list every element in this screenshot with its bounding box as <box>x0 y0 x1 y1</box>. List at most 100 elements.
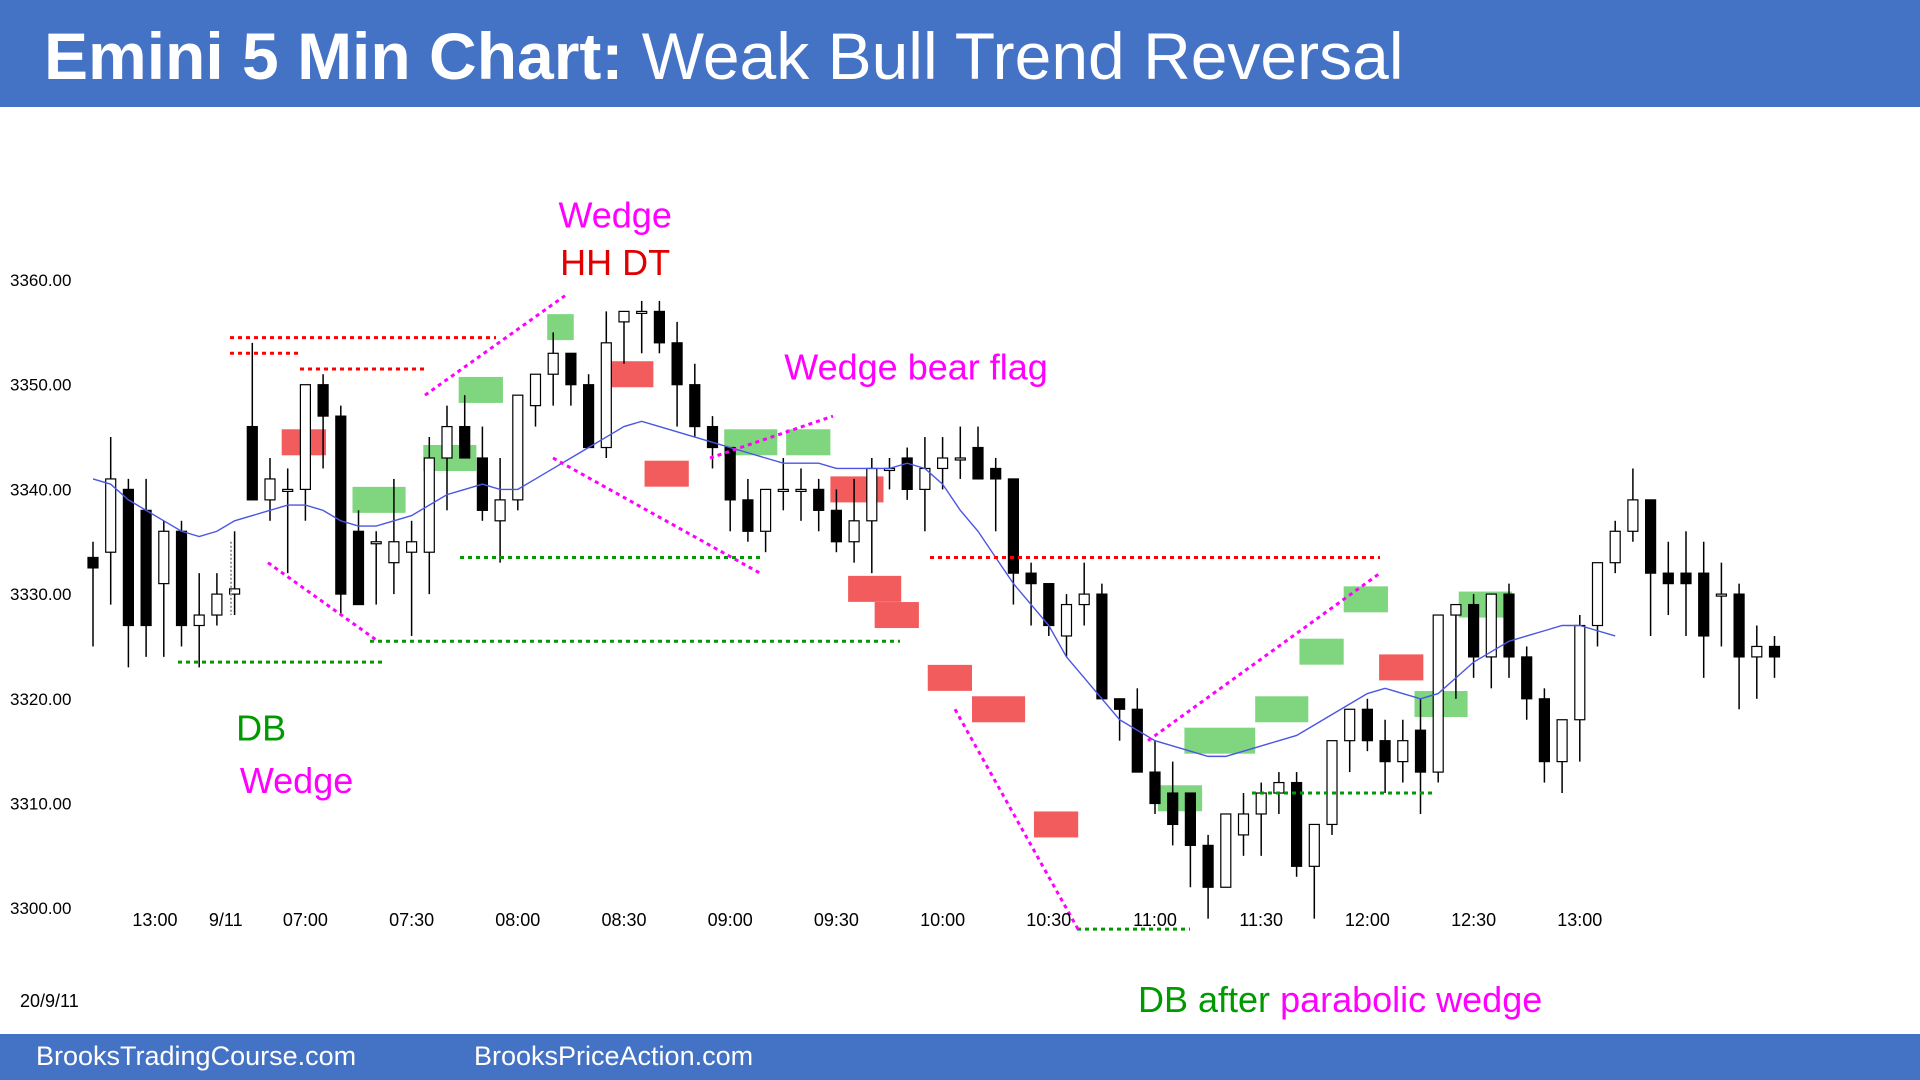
candle-body <box>264 478 276 501</box>
candle-body <box>1662 572 1674 585</box>
candle-body <box>494 499 506 522</box>
candle-body <box>122 488 135 627</box>
candle-body <box>954 457 966 461</box>
candle-body <box>1680 572 1692 585</box>
y-tick-label: 3350.00 <box>10 376 71 395</box>
candle-body <box>388 541 400 564</box>
title-banner: Emini 5 Min Chart: Weak Bull Trend Rever… <box>0 0 1920 107</box>
candle-body <box>866 467 878 522</box>
candle-body <box>211 593 223 616</box>
candle-body <box>1237 813 1250 836</box>
footer-right-link[interactable]: BrooksPriceAction.com <box>474 1041 754 1071</box>
footer-banner: BrooksTradingCourse.com BrooksPriceActio… <box>0 1034 1920 1080</box>
candle-body <box>1414 729 1427 773</box>
candle-body <box>299 384 311 491</box>
candle-body <box>1096 593 1108 700</box>
bull-signal-box <box>352 486 406 513</box>
candle-body <box>1751 645 1763 658</box>
candle-body <box>1290 781 1303 867</box>
candle-body <box>406 541 418 553</box>
candle-body <box>1556 719 1568 763</box>
candle-body <box>582 384 595 449</box>
x-tick-label: 9/11 <box>209 910 243 930</box>
bull-signal-box <box>786 429 831 456</box>
candle-body <box>1397 740 1409 763</box>
candle-body <box>1644 499 1657 574</box>
wedge-trendline <box>709 414 834 460</box>
footer-left-link[interactable]: BrooksTradingCourse.com <box>36 1041 357 1071</box>
candle-body <box>742 499 754 532</box>
wedge-trendline <box>953 708 1080 930</box>
x-tick-label: 10:00 <box>920 910 965 930</box>
candle-body <box>671 342 683 386</box>
candle-body <box>901 457 913 490</box>
candle-body <box>848 520 860 543</box>
annotation-label: HH DT <box>560 242 670 283</box>
x-tick-label: 12:30 <box>1451 910 1496 930</box>
note-part1: DB after <box>1138 979 1280 1020</box>
annotation-label: Wedge bear flag <box>784 346 1048 387</box>
candle-body <box>1184 792 1197 846</box>
candle-body <box>140 509 152 627</box>
candle-body <box>1485 593 1497 658</box>
candle-body <box>1167 792 1179 826</box>
candle-body <box>972 446 984 480</box>
candle-body <box>1131 708 1143 773</box>
candle-body <box>1273 781 1285 794</box>
date-label: 20/9/11 <box>20 991 79 1011</box>
candle-body <box>441 425 453 459</box>
candle-body <box>795 488 807 492</box>
candle-body <box>282 488 294 492</box>
bull-signal-box <box>1255 696 1309 723</box>
candle-body <box>1149 771 1161 805</box>
candle-body <box>1202 844 1214 888</box>
bull-signal-box <box>1343 586 1388 613</box>
x-tick-label: 11:30 <box>1239 910 1283 930</box>
title-rest: Weak Bull Trend Reversal <box>641 19 1404 93</box>
candle-body <box>724 446 736 501</box>
annotation-label: Wedge <box>558 195 671 236</box>
candle-body <box>1361 708 1374 742</box>
x-tick-label: 11:00 <box>1133 910 1177 930</box>
ema-line <box>92 420 1616 758</box>
note-part2: parabolic wedge <box>1280 979 1542 1020</box>
candle-body <box>352 530 365 606</box>
candle-body <box>246 425 258 501</box>
candle-body <box>1326 740 1338 826</box>
y-tick-label: 3340.00 <box>10 480 71 499</box>
annotation-db-parabolic: DB after parabolic wedge <box>1138 979 1542 1020</box>
candle-body <box>636 310 648 315</box>
bear-signal-box <box>874 602 919 629</box>
candle-body <box>1715 593 1728 597</box>
candle-body <box>990 467 1002 480</box>
candle-body <box>1467 603 1480 658</box>
candle-body <box>370 541 382 545</box>
candle-body <box>777 488 789 492</box>
candle-body <box>689 384 701 428</box>
candle-body <box>565 352 577 386</box>
candle-body <box>229 588 241 595</box>
y-tick-label: 3310.00 <box>10 795 71 814</box>
candle-body <box>600 342 612 449</box>
candle-body <box>1308 823 1320 867</box>
candle-body <box>175 530 188 627</box>
candle-body <box>1627 499 1639 532</box>
annotation-label: DB <box>236 708 286 749</box>
price-chart: 3360.00 3350.00 3340.00 3330.00 3320.00 3310.… <box>10 195 1781 1020</box>
candle-body <box>459 425 471 459</box>
candle-body <box>1450 603 1462 616</box>
candle-body <box>1060 603 1073 637</box>
candle-body <box>335 415 347 595</box>
bear-signal-box <box>644 460 689 487</box>
candle-body <box>1768 645 1781 658</box>
y-tick-label: 3330.00 <box>10 585 71 604</box>
candle-body <box>1007 478 1020 574</box>
x-tick-label: 07:30 <box>389 910 434 930</box>
title-bold: Emini 5 Min Chart: <box>44 19 624 93</box>
bull-signal-box <box>1299 638 1344 665</box>
candle-body <box>158 530 170 585</box>
candle-body <box>105 478 117 553</box>
candle-body <box>1503 593 1515 658</box>
candle-body <box>1113 698 1126 710</box>
candle-body <box>1379 740 1391 763</box>
